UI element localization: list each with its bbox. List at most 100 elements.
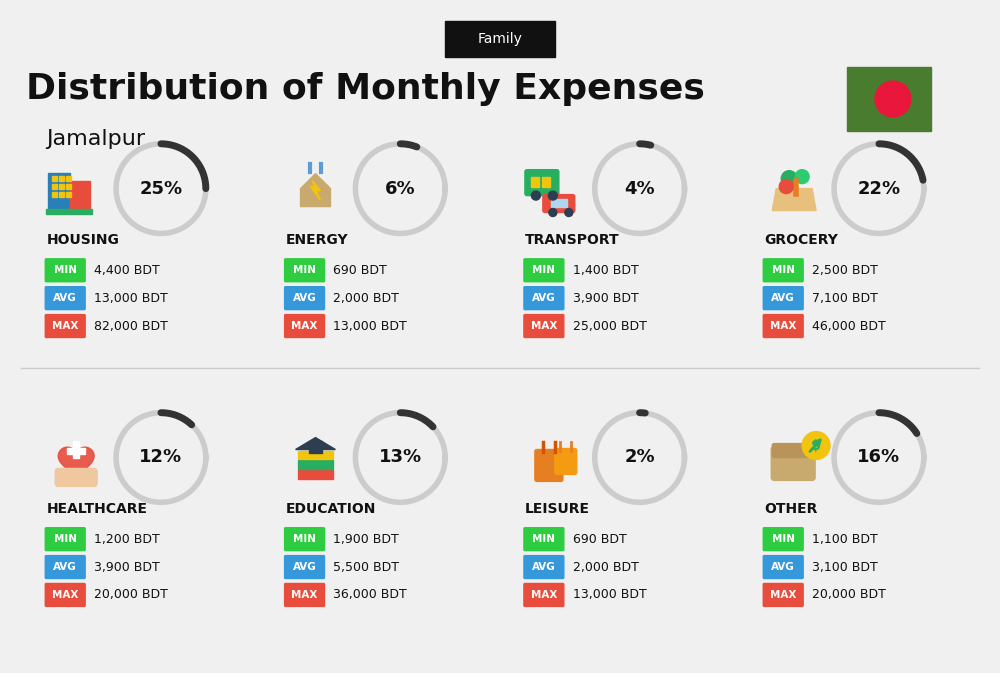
Text: MIN: MIN bbox=[532, 534, 555, 544]
Text: Jamalpur: Jamalpur bbox=[46, 129, 145, 149]
Text: AVG: AVG bbox=[53, 293, 77, 303]
Text: 2,500 BDT: 2,500 BDT bbox=[812, 264, 878, 277]
Text: HEALTHCARE: HEALTHCARE bbox=[46, 502, 147, 516]
Bar bbox=[66, 176, 71, 180]
Text: 2%: 2% bbox=[624, 448, 655, 466]
Circle shape bbox=[549, 209, 557, 217]
Text: 690 BDT: 690 BDT bbox=[333, 264, 387, 277]
FancyBboxPatch shape bbox=[543, 194, 575, 213]
Bar bbox=[59, 176, 64, 180]
Text: 1,900 BDT: 1,900 BDT bbox=[333, 532, 399, 546]
Polygon shape bbox=[58, 447, 94, 480]
Circle shape bbox=[781, 171, 797, 186]
FancyBboxPatch shape bbox=[524, 314, 564, 337]
FancyBboxPatch shape bbox=[847, 67, 931, 131]
Polygon shape bbox=[311, 180, 321, 201]
Text: AVG: AVG bbox=[771, 562, 795, 572]
Text: 13%: 13% bbox=[379, 448, 422, 466]
Text: OTHER: OTHER bbox=[764, 502, 818, 516]
Bar bbox=[52, 184, 57, 188]
Bar bbox=[66, 184, 71, 188]
Text: MIN: MIN bbox=[54, 534, 77, 544]
Bar bbox=[298, 470, 333, 479]
Text: MIN: MIN bbox=[772, 265, 795, 275]
Circle shape bbox=[802, 431, 830, 460]
FancyBboxPatch shape bbox=[285, 528, 324, 551]
Text: 3,900 BDT: 3,900 BDT bbox=[573, 291, 639, 305]
Text: 13,000 BDT: 13,000 BDT bbox=[94, 291, 168, 305]
FancyBboxPatch shape bbox=[555, 448, 577, 474]
Text: 46,000 BDT: 46,000 BDT bbox=[812, 320, 886, 332]
FancyBboxPatch shape bbox=[524, 287, 564, 310]
Text: $: $ bbox=[811, 439, 821, 452]
Bar bbox=[551, 199, 567, 207]
Text: HOUSING: HOUSING bbox=[46, 234, 119, 248]
Circle shape bbox=[531, 191, 540, 200]
Text: 2,000 BDT: 2,000 BDT bbox=[333, 291, 399, 305]
Text: MAX: MAX bbox=[52, 321, 78, 331]
Bar bbox=[48, 173, 70, 211]
Circle shape bbox=[548, 191, 557, 200]
Bar bbox=[531, 176, 539, 186]
Text: MIN: MIN bbox=[293, 534, 316, 544]
FancyBboxPatch shape bbox=[763, 583, 803, 606]
Text: 3,100 BDT: 3,100 BDT bbox=[812, 561, 878, 573]
Text: 22%: 22% bbox=[857, 180, 901, 198]
Bar bbox=[70, 180, 90, 211]
Bar bbox=[52, 192, 57, 197]
FancyBboxPatch shape bbox=[285, 583, 324, 606]
Text: AVG: AVG bbox=[532, 293, 556, 303]
Text: MIN: MIN bbox=[532, 265, 555, 275]
Text: MAX: MAX bbox=[770, 321, 796, 331]
FancyBboxPatch shape bbox=[524, 583, 564, 606]
Polygon shape bbox=[772, 188, 816, 211]
FancyBboxPatch shape bbox=[524, 259, 564, 282]
Bar bbox=[52, 176, 57, 180]
FancyBboxPatch shape bbox=[45, 528, 85, 551]
Text: MAX: MAX bbox=[291, 321, 318, 331]
Polygon shape bbox=[296, 437, 335, 450]
FancyBboxPatch shape bbox=[285, 259, 324, 282]
Text: 1,100 BDT: 1,100 BDT bbox=[812, 532, 878, 546]
Text: TRANSPORT: TRANSPORT bbox=[525, 234, 620, 248]
Text: 25,000 BDT: 25,000 BDT bbox=[573, 320, 647, 332]
FancyBboxPatch shape bbox=[55, 468, 97, 487]
Text: 3,900 BDT: 3,900 BDT bbox=[94, 561, 160, 573]
FancyBboxPatch shape bbox=[763, 528, 803, 551]
FancyBboxPatch shape bbox=[45, 583, 85, 606]
Text: MIN: MIN bbox=[772, 534, 795, 544]
Text: ENERGY: ENERGY bbox=[286, 234, 348, 248]
FancyBboxPatch shape bbox=[285, 556, 324, 579]
FancyBboxPatch shape bbox=[763, 314, 803, 337]
Text: 1,400 BDT: 1,400 BDT bbox=[573, 264, 639, 277]
Text: 16%: 16% bbox=[857, 448, 901, 466]
Text: 20,000 BDT: 20,000 BDT bbox=[94, 588, 168, 602]
Polygon shape bbox=[301, 174, 330, 207]
Text: 12%: 12% bbox=[139, 448, 183, 466]
Text: 7,100 BDT: 7,100 BDT bbox=[812, 291, 878, 305]
FancyBboxPatch shape bbox=[772, 444, 814, 458]
Text: 13,000 BDT: 13,000 BDT bbox=[573, 588, 647, 602]
Text: 36,000 BDT: 36,000 BDT bbox=[333, 588, 407, 602]
Text: MIN: MIN bbox=[54, 265, 77, 275]
Text: AVG: AVG bbox=[532, 562, 556, 572]
FancyBboxPatch shape bbox=[45, 556, 85, 579]
Text: AVG: AVG bbox=[293, 293, 316, 303]
FancyBboxPatch shape bbox=[45, 314, 85, 337]
Text: LEISURE: LEISURE bbox=[525, 502, 590, 516]
Text: MAX: MAX bbox=[52, 590, 78, 600]
Circle shape bbox=[875, 81, 911, 117]
Bar bbox=[298, 460, 333, 470]
Bar bbox=[298, 450, 333, 460]
Text: Distribution of Monthly Expenses: Distribution of Monthly Expenses bbox=[26, 72, 705, 106]
Bar bbox=[309, 441, 322, 452]
Bar bbox=[66, 192, 71, 197]
Text: 20,000 BDT: 20,000 BDT bbox=[812, 588, 886, 602]
FancyBboxPatch shape bbox=[763, 259, 803, 282]
Circle shape bbox=[565, 209, 573, 217]
FancyBboxPatch shape bbox=[45, 259, 85, 282]
Text: EDUCATION: EDUCATION bbox=[286, 502, 376, 516]
Text: MAX: MAX bbox=[531, 321, 557, 331]
Text: 1,200 BDT: 1,200 BDT bbox=[94, 532, 160, 546]
Text: 690 BDT: 690 BDT bbox=[573, 532, 627, 546]
